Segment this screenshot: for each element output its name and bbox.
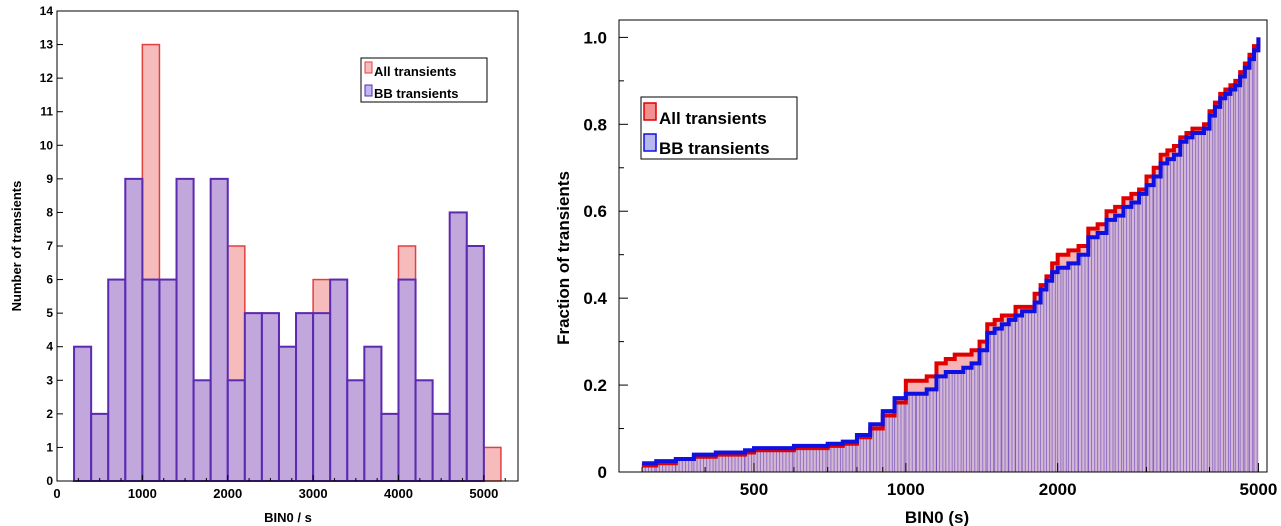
histogram-legend-bb-swatch <box>364 84 373 97</box>
histogram-y-axis-label: Number of transients <box>9 181 24 312</box>
cumulative-y-tick-label: 0 <box>598 463 607 482</box>
cumulative-legend-all-label: All transients <box>659 109 767 128</box>
cumulative-y-tick-label: 0.6 <box>583 202 607 221</box>
histogram-bar-bb-5 <box>158 278 178 483</box>
cumulative-legend-box <box>640 96 798 160</box>
histogram-bar-bb-7 <box>192 379 212 482</box>
histogram-bb-transients-bars <box>73 177 485 483</box>
histogram-bar-bb-4 <box>141 278 161 483</box>
histogram-bar-bb-23 <box>465 245 485 482</box>
histogram-x-tick-label: 1000 <box>128 486 157 501</box>
histogram-x-ticks: 0 1000 2000 3000 4000 5000 <box>53 475 506 501</box>
cumulative-line-bb <box>642 37 1261 466</box>
histogram-y-tick-label: 10 <box>40 138 54 152</box>
histogram-x-tick-label: 2000 <box>213 486 242 501</box>
histogram-x-tick-label: 0 <box>53 486 60 501</box>
cumulative-y-axis-label: Fraction of transients <box>554 171 573 345</box>
histogram-y-tick-label: 11 <box>40 105 53 119</box>
histogram-y-tick-label: 3 <box>46 373 53 387</box>
cumulative-plot-frame <box>618 19 1268 473</box>
histogram-bar-bb-15 <box>329 278 349 483</box>
histogram-y-tick-label: 9 <box>46 172 53 186</box>
cumulative-x-axis-label: BIN0 (s) <box>905 508 969 526</box>
histogram-x-tick-label: 5000 <box>469 486 498 501</box>
cumulative-x-ticks: 500 1000 2000 5000 <box>641 463 1277 499</box>
histogram-bar-all-24 <box>483 446 502 482</box>
histogram-x-tick-label: 3000 <box>299 486 328 501</box>
histogram-legend-box <box>360 57 488 103</box>
cumulative-y-tick-label: 0.2 <box>583 376 607 395</box>
histogram-x-tick-label: 4000 <box>384 486 413 501</box>
cumulative-x-tick-label: 5000 <box>1239 480 1277 499</box>
cumulative-x-tick-label: 1000 <box>887 480 925 499</box>
histogram-legend-all-swatch <box>364 61 373 74</box>
histogram-y-tick-label: 4 <box>46 340 53 354</box>
histogram-bar-bb-2 <box>107 278 127 483</box>
histogram-y-tick-label: 13 <box>40 38 54 52</box>
histogram-bar-bb-12 <box>277 345 298 483</box>
histogram-y-tick-label: 5 <box>46 306 53 320</box>
cumulative-chart: 500 1000 2000 5000 0 0.2 0.4 0.6 0.8 1.0 BIN0 (s… <box>554 19 1277 526</box>
cumulative-legend-bb-swatch <box>643 133 657 152</box>
histogram-y-tick-label: 8 <box>46 205 53 219</box>
cumulative-x-tick-label: 2000 <box>1039 480 1077 499</box>
histogram-legend-bb-label: BB transients <box>374 86 459 101</box>
histogram-y-tick-label: 14 <box>40 4 54 18</box>
histogram-bar-bb-21 <box>431 412 451 483</box>
cumulative-y-tick-label: 0.4 <box>583 289 607 308</box>
histogram-bar-bb-1 <box>90 412 110 483</box>
histogram-bar-bb-14 <box>312 312 332 482</box>
histogram-bar-bb-3 <box>124 177 144 482</box>
histogram-bar-bb-20 <box>414 379 434 482</box>
cumulative-y-tick-label: 1.0 <box>583 28 607 47</box>
histogram-y-tick-label: 12 <box>40 71 54 85</box>
histogram-y-tick-label: 0 <box>46 474 53 488</box>
cumulative-legend: All transients BB transients <box>640 96 798 160</box>
histogram-bar-bb-0 <box>73 345 93 483</box>
histogram-bar-bb-22 <box>448 211 468 483</box>
histogram-bar-bb-17 <box>363 345 383 483</box>
histogram-bar-bb-13 <box>295 312 315 482</box>
histogram-y-tick-label: 2 <box>46 407 53 421</box>
histogram-bar-bb-11 <box>260 312 280 482</box>
histogram-bar-bb-9 <box>226 379 246 482</box>
histogram-bar-bb-19 <box>397 278 417 483</box>
cumulative-y-ticks: 0 0.2 0.4 0.6 0.8 1.0 <box>583 28 628 482</box>
histogram-x-axis-label: BIN0 / s <box>264 510 312 525</box>
cumulative-legend-bb-label: BB transients <box>659 139 770 158</box>
histogram-y-tick-label: 1 <box>46 440 53 454</box>
cumulative-fill-area <box>641 37 1259 473</box>
cumulative-legend-all-swatch <box>643 102 657 121</box>
cumulative-step-lines <box>642 37 1261 468</box>
histogram-chart: 0 1000 2000 3000 4000 5000 012345678910111213… <box>9 4 519 525</box>
histogram-bar-bb-8 <box>209 177 229 482</box>
histogram-y-tick-label: 6 <box>46 273 53 287</box>
histogram-bar-bb-10 <box>243 312 263 482</box>
cumulative-x-tick-label: 500 <box>740 480 768 499</box>
histogram-legend-all-label: All transients <box>374 64 456 79</box>
histogram-y-tick-label: 7 <box>46 239 53 253</box>
histogram-bar-bb-18 <box>380 412 400 483</box>
histogram-bar-bb-6 <box>175 177 195 482</box>
cumulative-y-tick-label: 0.8 <box>583 115 607 134</box>
histogram-bar-bb-16 <box>346 379 366 482</box>
histogram-legend: All transients BB transients <box>360 57 488 103</box>
